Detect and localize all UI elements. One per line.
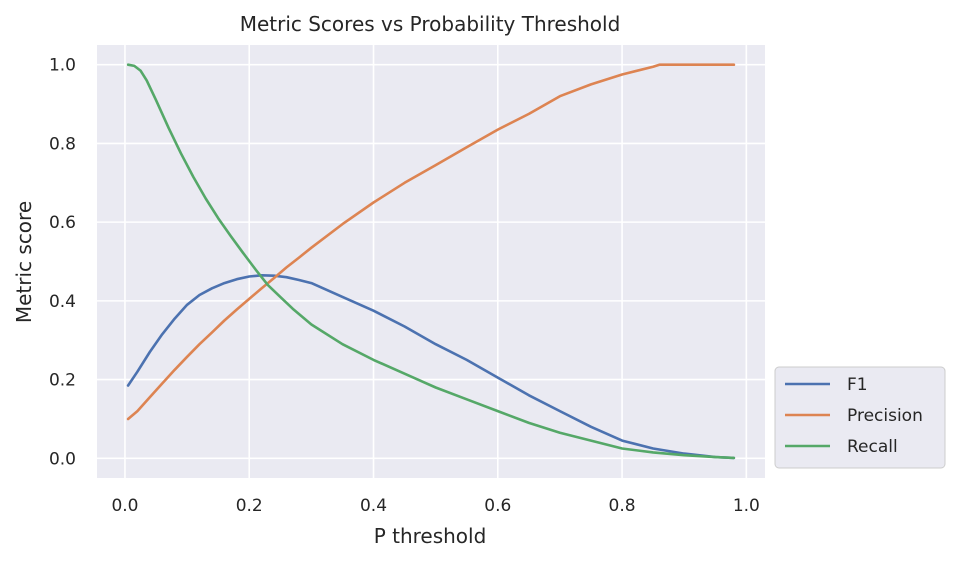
x-tick-label: 0.0 bbox=[111, 496, 138, 516]
series-line-precision bbox=[126, 63, 736, 421]
legend-label-f1: F1 bbox=[847, 375, 868, 395]
x-tick-label: 0.6 bbox=[484, 496, 511, 516]
x-tick-label: 0.8 bbox=[609, 496, 636, 516]
y-tick-labels: 0.0 0.2 0.4 0.6 0.8 1.0 bbox=[49, 56, 76, 470]
y-axis-label: Metric score bbox=[12, 201, 36, 323]
y-tick-label: 0.0 bbox=[49, 449, 76, 469]
series-lines bbox=[126, 63, 736, 460]
legend-label-precision: Precision bbox=[847, 406, 923, 426]
x-axis-label: P threshold bbox=[374, 524, 487, 548]
y-tick-label: 0.8 bbox=[49, 134, 76, 154]
legend-entries: F1 Precision Recall bbox=[785, 375, 923, 457]
x-tick-label: 0.2 bbox=[236, 496, 263, 516]
legend: F1 Precision Recall bbox=[774, 366, 946, 469]
x-tick-labels: 0.0 0.2 0.4 0.6 0.8 1.0 bbox=[111, 496, 759, 516]
grid bbox=[97, 45, 765, 478]
x-tick-label: 0.4 bbox=[360, 496, 387, 516]
y-tick-label: 0.6 bbox=[49, 213, 76, 233]
y-tick-label: 0.4 bbox=[49, 292, 76, 312]
plot-background bbox=[97, 45, 765, 478]
series-line-recall bbox=[126, 63, 736, 460]
y-tick-label: 1.0 bbox=[49, 56, 76, 76]
legend-box bbox=[774, 366, 946, 469]
y-tick-label: 0.2 bbox=[49, 371, 76, 391]
x-tick-label: 1.0 bbox=[733, 496, 760, 516]
series-line-f1 bbox=[126, 273, 736, 460]
chart-title: Metric Scores vs Probability Threshold bbox=[240, 12, 621, 36]
legend-label-recall: Recall bbox=[847, 437, 898, 457]
